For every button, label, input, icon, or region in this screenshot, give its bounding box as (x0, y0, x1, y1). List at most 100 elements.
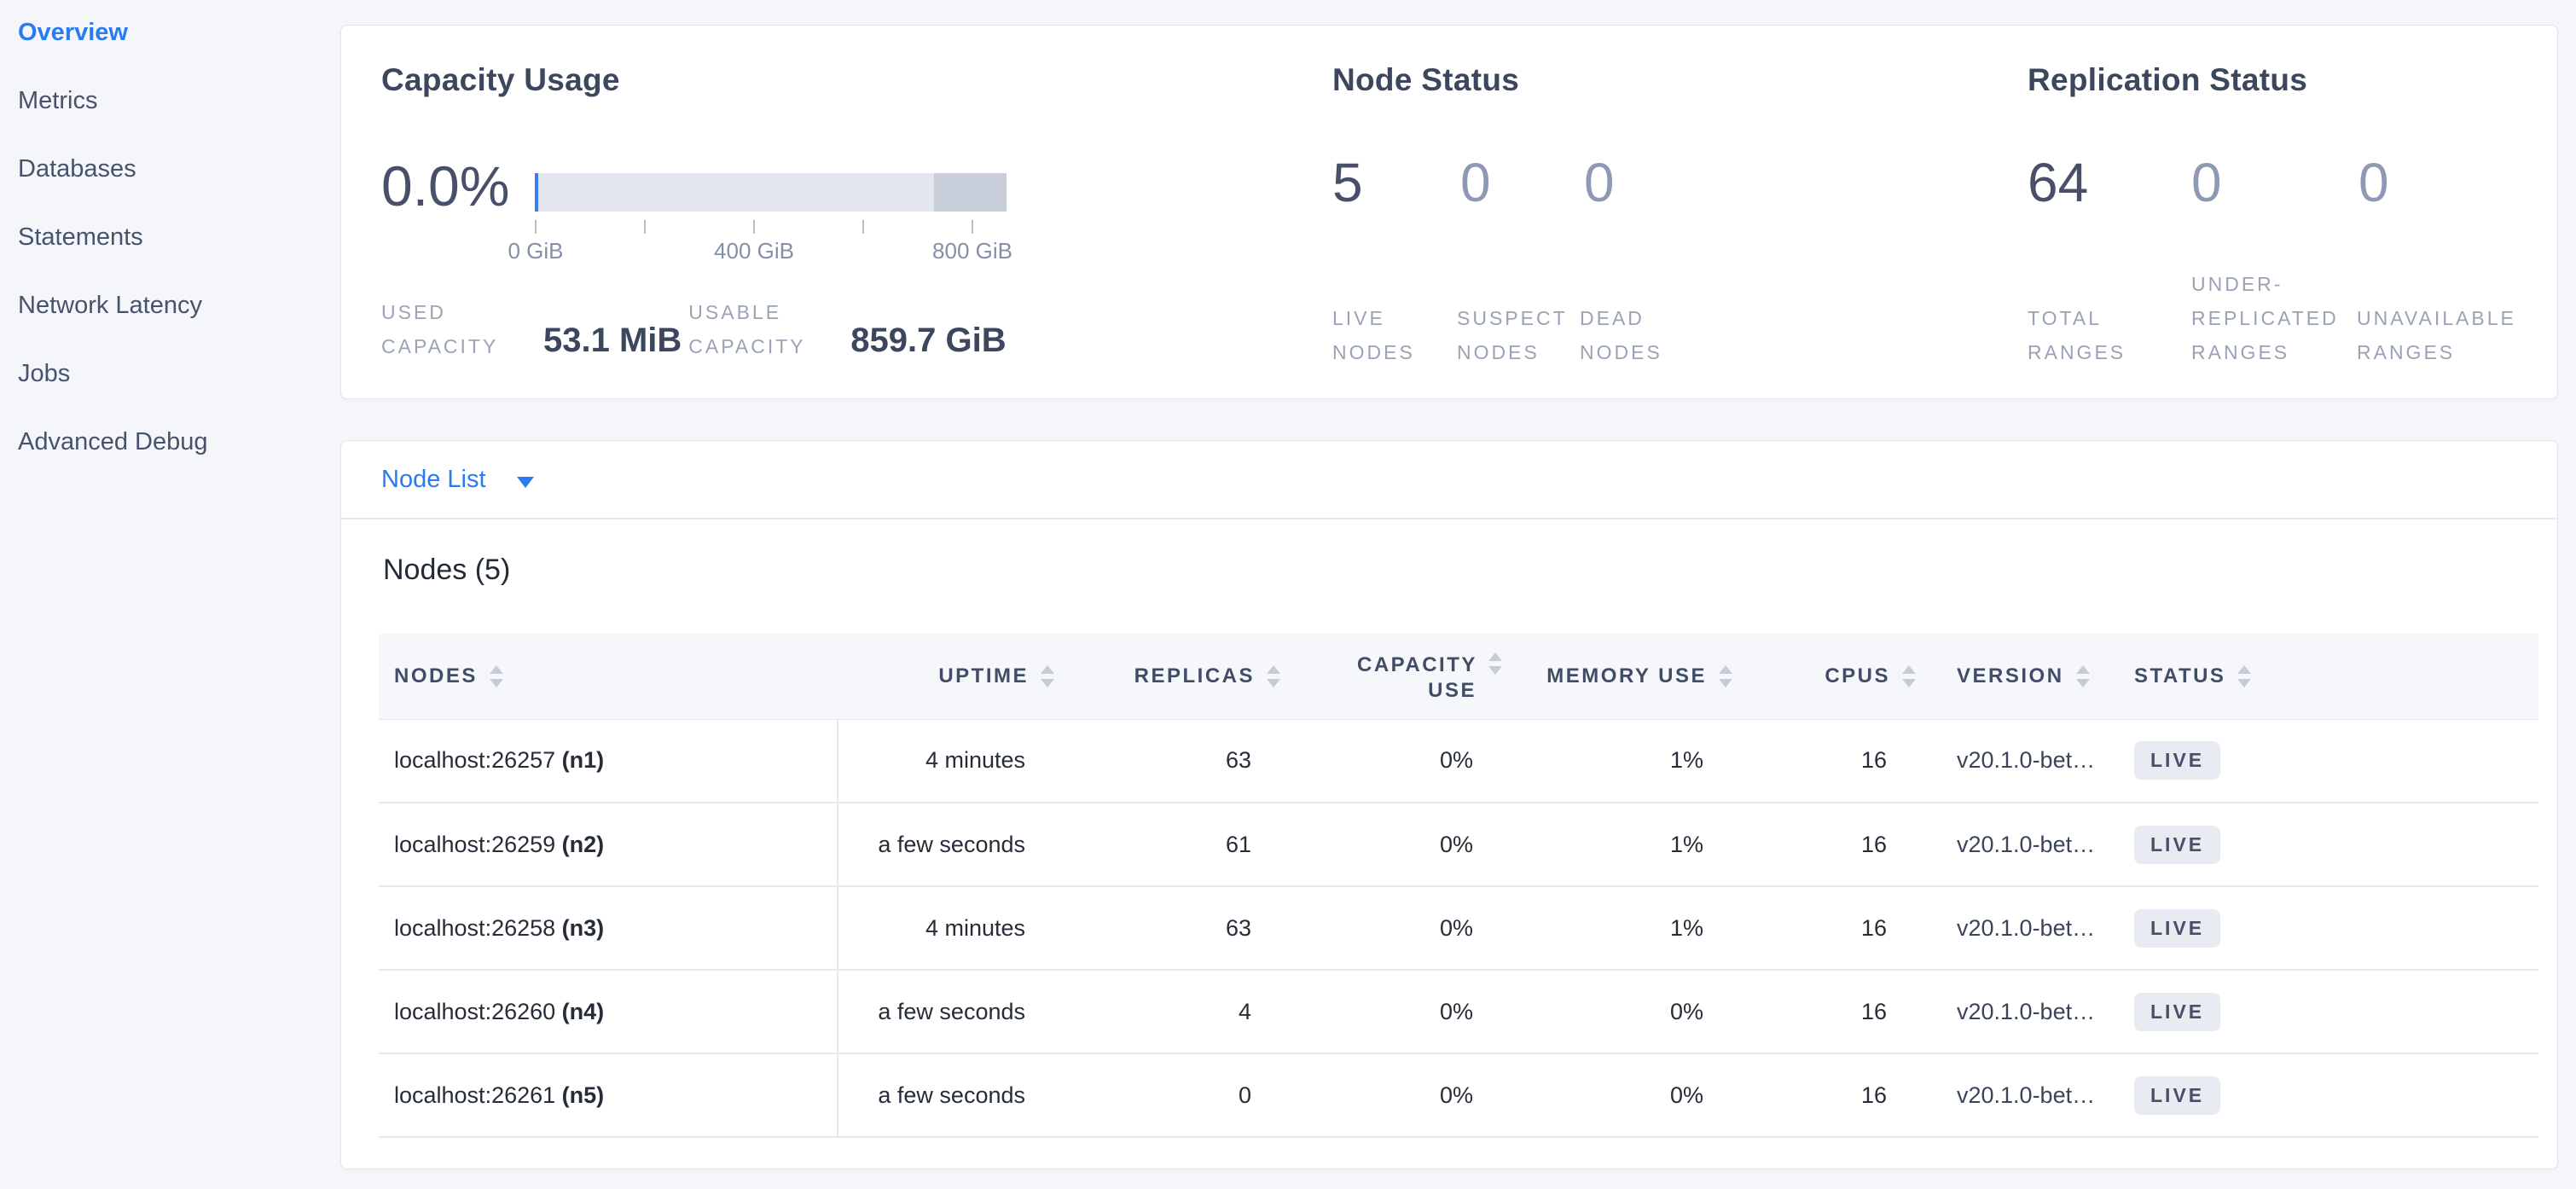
column-header-nodes[interactable]: NODES (379, 634, 838, 720)
sidebar: Overview Metrics Databases Statements Ne… (0, 0, 337, 1189)
node-address[interactable]: localhost:26257 (394, 747, 556, 774)
column-label-memory-use: MEMORY USE (1546, 664, 1707, 687)
table-row-node-3[interactable]: localhost:26258 (n3) 4 minutes 63 0% 1% … (379, 886, 2538, 971)
uptime-cell: a few seconds (838, 1053, 1059, 1138)
column-header-status[interactable]: STATUS (2134, 634, 2538, 720)
capacity-use-cell: 0% (1285, 970, 1507, 1054)
uptime-cell: a few seconds (838, 803, 1059, 887)
node-status-title: Node Status (1332, 62, 1520, 97)
capacity-use-cell: 0% (1285, 1053, 1507, 1138)
capacity-bar-used-marker (535, 173, 538, 212)
sidebar-item-statements[interactable]: Statements (18, 223, 143, 251)
sidebar-item-jobs[interactable]: Jobs (18, 360, 71, 387)
status-cell: LIVE (2134, 886, 2538, 971)
sidebar-item-advanced-debug[interactable]: Advanced Debug (18, 428, 208, 455)
column-header-replicas[interactable]: REPLICAS (1059, 634, 1285, 720)
sidebar-item-network-latency[interactable]: Network Latency (18, 292, 202, 319)
capacity-use-cell: 0% (1285, 886, 1507, 971)
total-ranges-count: 64 (2028, 152, 2089, 213)
column-header-version[interactable]: VERSION (1921, 634, 2134, 720)
version-cell: v20.1.0-bet… (1921, 803, 2134, 887)
chevron-down-icon (516, 476, 534, 488)
capacity-used-percent: 0.0% (381, 154, 510, 218)
column-header-capacity-use[interactable]: CAPACITY USE (1285, 634, 1507, 720)
memory-use-cell: 0% (1507, 970, 1738, 1054)
version-cell: v20.1.0-bet… (1921, 970, 2134, 1054)
nodes-table-title: Nodes (5) (383, 554, 511, 586)
table-row-node-2[interactable]: localhost:26259 (n2) a few seconds 61 0%… (379, 803, 2538, 887)
sidebar-item-databases[interactable]: Databases (18, 155, 136, 183)
capacity-usage-title: Capacity Usage (381, 62, 620, 97)
node-id: (n2) (561, 831, 605, 857)
unavailable-ranges-label: UNAVAILABLE RANGES (2357, 307, 2516, 363)
node-address-cell[interactable]: localhost:26258 (n3) (379, 886, 838, 971)
node-list-view-selector[interactable]: Node List (341, 441, 2557, 519)
cpus-cell: 16 (1738, 803, 1921, 887)
dead-nodes-label: DEAD NODES (1580, 307, 1662, 363)
uptime-cell: 4 minutes (838, 886, 1059, 971)
node-list-selector-label: Node List (381, 465, 486, 493)
node-status-labels: LIVE NODES SUSPECT NODES DEAD NODES (1332, 301, 1844, 446)
memory-use-cell: 1% (1507, 719, 1738, 803)
node-status-numbers: 5 0 0 (1332, 152, 1844, 229)
status-badge: LIVE (2134, 825, 2221, 864)
replicas-cell: 0 (1059, 1053, 1285, 1138)
status-badge: LIVE (2134, 908, 2221, 948)
replication-numbers: 64 0 0 (2028, 152, 2539, 229)
sidebar-item-overview[interactable]: Overview (18, 19, 128, 46)
cpus-cell: 16 (1738, 886, 1921, 971)
cpus-cell: 16 (1738, 719, 1921, 803)
version-cell: v20.1.0-bet… (1921, 1053, 2134, 1138)
cpus-cell: 16 (1738, 970, 1921, 1054)
status-cell: LIVE (2134, 970, 2538, 1054)
under-replicated-ranges-count: 0 (2191, 152, 2222, 213)
status-badge: LIVE (2134, 1076, 2221, 1115)
used-capacity-stat: USED CAPACITY 53.1 MiB (381, 295, 682, 363)
node-address[interactable]: localhost:26260 (394, 998, 556, 1024)
node-address-cell[interactable]: localhost:26261 (n5) (379, 1053, 838, 1138)
memory-use-cell: 1% (1507, 886, 1738, 971)
column-header-uptime[interactable]: UPTIME (838, 634, 1059, 720)
sort-icon (489, 664, 503, 687)
sidebar-item-metrics[interactable]: Metrics (18, 87, 98, 114)
capacity-bar-reserved-segment (934, 173, 1007, 212)
live-nodes-label: LIVE NODES (1332, 307, 1415, 363)
capacity-use-cell: 0% (1285, 803, 1507, 887)
table-row-node-4[interactable]: localhost:26260 (n4) a few seconds 4 0% … (379, 970, 2538, 1054)
replicas-cell: 63 (1059, 719, 1285, 803)
replicas-cell: 61 (1059, 803, 1285, 887)
column-label-version: VERSION (1957, 664, 2064, 687)
node-address-cell[interactable]: localhost:26260 (n4) (379, 970, 838, 1054)
column-header-cpus[interactable]: CPUS (1738, 634, 1921, 720)
replicas-cell: 63 (1059, 886, 1285, 971)
under-replicated-ranges-label: UNDER-REPLICATED RANGES (2191, 273, 2339, 363)
nodes-table: NODES UPTIME REPLICAS CAPACITY USE MEMOR… (379, 634, 2538, 1138)
column-label-replicas: REPLICAS (1134, 664, 1255, 687)
dead-nodes-count: 0 (1584, 152, 1615, 213)
version-cell: v20.1.0-bet… (1921, 719, 2134, 803)
column-label-nodes: NODES (394, 664, 478, 687)
node-address-cell[interactable]: localhost:26257 (n1) (379, 719, 838, 803)
uptime-cell: 4 minutes (838, 719, 1059, 803)
column-label-status: STATUS (2134, 664, 2226, 687)
node-address-cell[interactable]: localhost:26259 (n2) (379, 803, 838, 887)
table-row-node-1[interactable]: localhost:26257 (n1) 4 minutes 63 0% 1% … (379, 719, 2538, 803)
suspect-nodes-count: 0 (1460, 152, 1491, 213)
node-id: (n5) (561, 1082, 605, 1108)
sort-icon (1488, 652, 1502, 675)
node-id: (n4) (561, 998, 605, 1024)
column-header-memory-use[interactable]: MEMORY USE (1507, 634, 1738, 720)
replication-labels: TOTAL RANGES UNDER-REPLICATED RANGES UNA… (2028, 267, 2556, 412)
table-row-node-5[interactable]: localhost:26261 (n5) a few seconds 0 0% … (379, 1053, 2538, 1138)
memory-use-cell: 0% (1507, 1053, 1738, 1138)
node-list-card: Node List Nodes (5) NODES UPTIME REPLI (340, 440, 2558, 1169)
capacity-bar-chart: 0 GiB 400 GiB 800 GiB (508, 173, 1012, 276)
status-cell: LIVE (2134, 719, 2538, 803)
node-address[interactable]: localhost:26258 (394, 914, 556, 941)
node-address[interactable]: localhost:26261 (394, 1082, 556, 1108)
cpus-cell: 16 (1738, 1053, 1921, 1138)
status-cell: LIVE (2134, 1053, 2538, 1138)
node-address[interactable]: localhost:26259 (394, 831, 556, 857)
usable-capacity-stat: USABLE CAPACITY 859.7 GiB (688, 295, 1006, 363)
